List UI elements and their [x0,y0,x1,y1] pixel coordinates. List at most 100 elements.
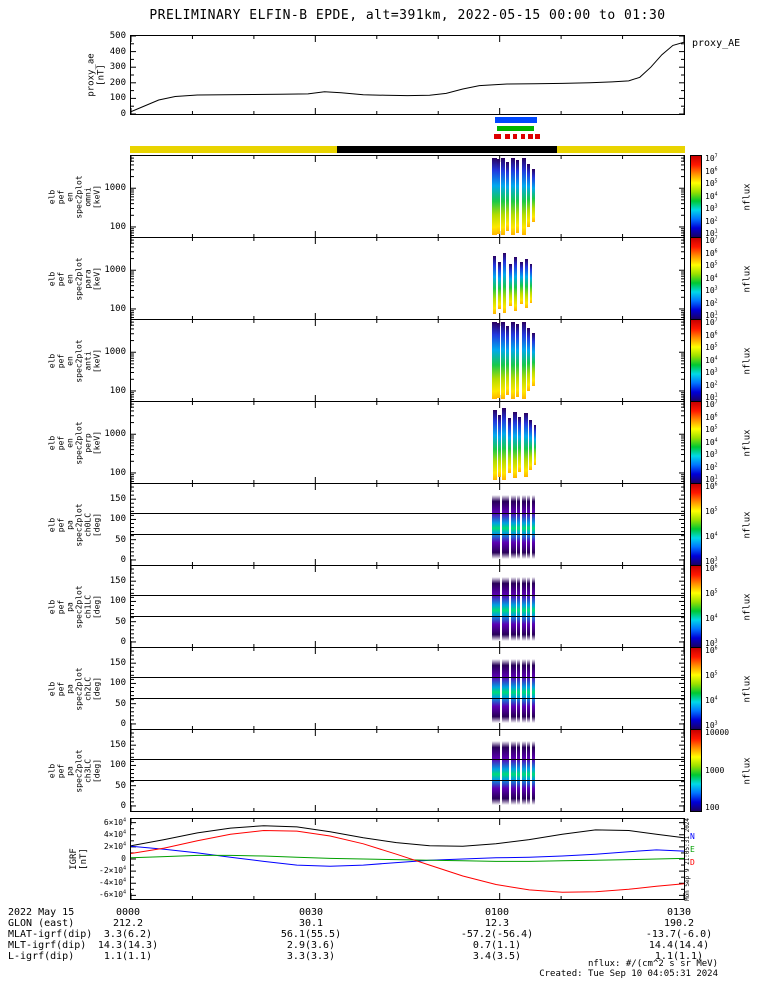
spectro-ytick-label: 150 [109,740,126,751]
colorbar-tick-label: 103 [705,286,718,295]
plot-title: PRELIMINARY ELFIN-B EPDE, alt=391km, 202… [149,8,666,23]
igrf-ylabel: IGRF [nT] [69,818,89,900]
colorbar-tick-label: 106 [705,564,718,573]
footer-value: 1.1(1.1) [654,951,704,962]
proxy-ytick-label: 500 [109,31,126,41]
spectro-ytick-label: 150 [109,658,126,669]
footer-row-label: 2022 May 15 [8,907,75,918]
plot-canvas [131,648,684,729]
burst-strip [519,262,523,305]
footer-value: -57.2(-56.4) [460,929,534,940]
colorbar-title-1-text: nflux [743,182,753,211]
footer-value: 2.9(3.6) [286,940,336,951]
burst-strip [514,257,518,311]
burst-strip [526,328,530,392]
spectro-ylabel-1-text: elb pef en spec2plot omni [keV] [47,174,102,219]
spectro-ylabel-3: elb pef en spec2plot anti [keV] [46,319,104,402]
loss-cone-line [131,595,684,597]
igrf-ytick-label: 4×104 [103,829,126,839]
colorbar-tick-label: 103 [705,639,718,648]
colorbar-tick-label: 105 [705,261,718,270]
burst-strip [498,262,502,310]
colorbar-tick-label: 103 [705,721,718,730]
availability-bar-segment [556,146,685,153]
spectro-ytick-label: 100 [109,760,126,771]
footer-value: 190.2 [663,918,695,929]
loss-cone-line [131,513,684,515]
spectrogram-panel-4 [130,401,685,484]
colorbar-tick-label: 107 [705,318,718,327]
burst-strip [521,322,526,399]
spectrogram-panel-7 [130,647,685,730]
spectro-ylabel-4-text: elb pef en spec2plot perp [keV] [47,420,102,465]
footer-value: 0030 [298,907,324,918]
epd-mode-bar-green [497,126,535,131]
colorbar-tick-label: 105 [705,589,718,598]
burst-strip [501,659,506,723]
burst-strip [516,741,520,805]
burst-strip [516,659,520,723]
burst-strip [496,659,500,723]
colorbar-title-8-text: nflux [743,756,753,785]
availability-bar-segment [130,146,337,153]
burst-strip [501,577,506,641]
burst-strip [521,741,526,805]
spectro-ytick-label: 50 [115,780,126,791]
proxy-ylabel-text: proxy_ae [nT] [87,53,108,97]
colorbar-title-5-text: nflux [743,510,753,539]
burst-strip [508,263,512,307]
spectro-ylabel-2: elb pef en spec2plot para [keV] [46,237,104,320]
colorbar-tick-label: 104 [705,532,718,541]
igrf-panel [130,818,685,900]
spectro-ylabel-1: elb pef en spec2plot omni [keV] [46,155,104,238]
burst-strip [531,741,535,805]
burst-strip [497,414,501,477]
footer-value: 0000 [115,907,141,918]
plot-canvas [131,730,684,811]
footer-row-label: MLT-igrf(dip) [8,940,87,951]
igrf-ytick-label: -4×104 [99,878,126,888]
plot-canvas [131,156,684,237]
igrf-legend-D: D [690,858,695,867]
burst-strip [492,410,497,480]
loss-cone-line [131,677,684,679]
burst-strip [506,495,510,559]
spectro-ylabel-6-text: elb pef pa spec2plot ch1LC [deg] [47,584,102,629]
epd-mode-dash-red [520,134,526,139]
colorbar-tick-label: 101 [705,475,718,484]
proxy-ae-panel [130,35,685,115]
burst-strip [507,418,511,474]
colorbar-tick-label: 104 [705,696,718,705]
footer-value: 12.3 [484,918,510,929]
igrf-ytick-label: -6×104 [99,890,126,900]
burst-strip [511,659,517,723]
burst-strip [496,495,500,559]
loss-cone-line [131,759,684,761]
spectro-ylabel-8: elb pef pa spec2plot ch3LC [deg] [46,729,104,812]
colorbar-tick-label: 103 [705,450,718,459]
igrf-legend-N: N [690,832,695,841]
colorbar-tick-label: 105 [705,425,718,434]
colorbar-title-8: nflux [742,729,754,812]
loss-cone-line [131,697,684,699]
footer-value: 3.3(6.2) [103,929,153,940]
plot-canvas [131,238,684,319]
colorbar-tick-label: 104 [705,191,718,201]
proxy-ae-series-label: proxy_AE [692,38,741,49]
footer-value: 30.1 [298,918,324,929]
burst-strip [500,157,505,236]
colorbar-tick-label: 104 [705,614,718,623]
burst-strip [502,408,507,480]
proxy-ytick-label: 400 [109,46,126,57]
igrf-ytick-label: -2×104 [99,866,126,876]
colorbar-tick-label: 103 [705,204,718,213]
proxy-ytick-label: 300 [109,62,126,73]
burst-strip [516,324,520,397]
footer-row-label: L-igrf(dip) [8,951,75,962]
spectro-ytick-label: 1000 [104,347,126,358]
epd-mode-dash-red [504,134,510,139]
spectro-ylabel-8-text: elb pef pa spec2plot ch3LC [deg] [47,748,102,793]
colorbar-tick-label: 10000 [705,728,730,737]
colorbar-tick-label: 100 [705,803,720,812]
burst-strip [523,413,528,477]
